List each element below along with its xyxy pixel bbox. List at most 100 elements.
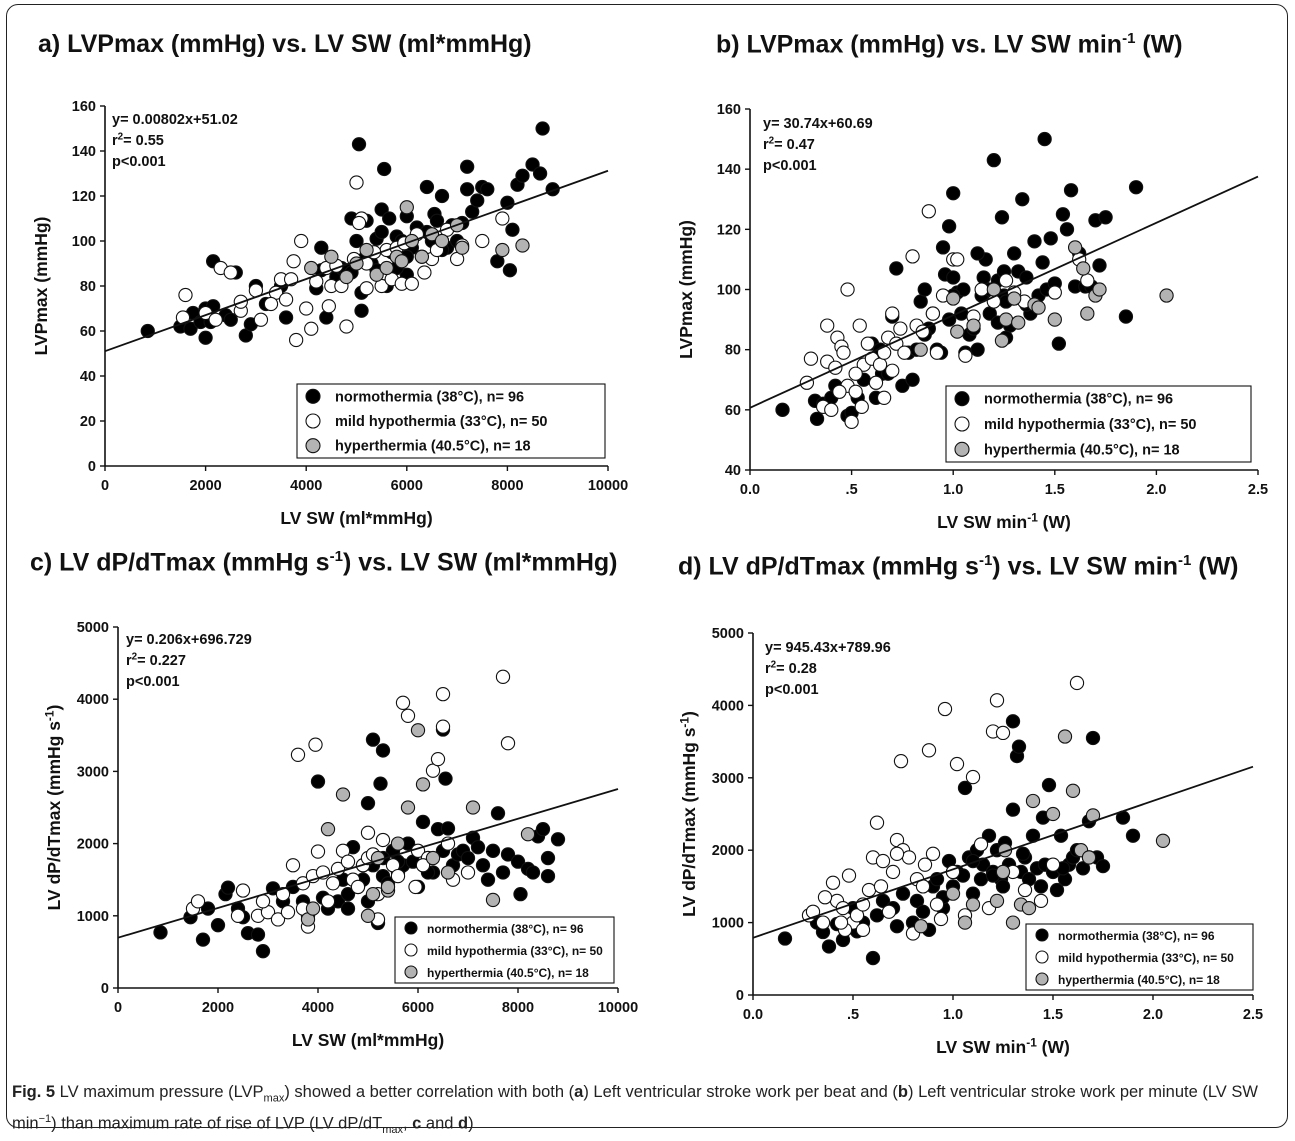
mild-hypothermia-point bbox=[1069, 675, 1085, 691]
hyperthermia-point bbox=[957, 915, 973, 930]
normothermia-point bbox=[415, 814, 431, 830]
hyperthermia-point bbox=[1155, 833, 1171, 848]
mild-hypothermia-point bbox=[359, 281, 374, 296]
mild-hypothermia-point bbox=[460, 865, 476, 880]
hyperthermia-point bbox=[1081, 850, 1097, 865]
normothermia-point bbox=[865, 950, 881, 966]
mild-hypothermia-point bbox=[937, 701, 953, 717]
mild-hypothermia-point bbox=[294, 233, 309, 249]
mild-hypothermia-point bbox=[390, 868, 406, 884]
x-tick-label: 6000 bbox=[402, 1000, 434, 1016]
hyperthermia-point bbox=[1067, 240, 1083, 255]
mild-hypothermia-point bbox=[285, 858, 301, 873]
normothermia-point bbox=[502, 263, 518, 278]
normothermia-point bbox=[540, 868, 556, 884]
normothermia-point bbox=[515, 168, 530, 183]
hyperthermia-point bbox=[324, 249, 339, 264]
mild-hypothermia-point bbox=[893, 321, 908, 336]
normothermia-point bbox=[505, 222, 520, 237]
mild-hypothermia-point bbox=[905, 249, 920, 264]
mild-hypothermia-point bbox=[404, 276, 419, 291]
normothermia-point bbox=[1085, 730, 1101, 746]
normothermia-point bbox=[909, 893, 925, 909]
normothermia-point bbox=[351, 137, 367, 152]
legend-label: normothermia (38°C), n= 96 bbox=[1058, 929, 1215, 943]
hyperthermia-point bbox=[950, 324, 965, 339]
hyperthermia-point bbox=[454, 240, 470, 255]
mild-hypothermia-point bbox=[848, 384, 863, 399]
legend-marker bbox=[404, 965, 418, 979]
mild-hypothermia-point bbox=[275, 886, 291, 902]
r-squared: r2= 0.55 bbox=[112, 131, 164, 149]
mild-hypothermia-point bbox=[885, 363, 900, 378]
hyperthermia-point bbox=[1047, 312, 1062, 327]
normothermia-point bbox=[278, 310, 294, 325]
legend-label: normothermia (38°C), n= 96 bbox=[335, 389, 524, 405]
normothermia-point bbox=[429, 213, 445, 228]
normothermia-point bbox=[1055, 207, 1071, 222]
y-tick-label: 160 bbox=[717, 102, 741, 118]
p-value: p<0.001 bbox=[112, 154, 166, 170]
normothermia-point bbox=[889, 919, 905, 934]
normothermia-point bbox=[1005, 802, 1021, 817]
mild-hypothermia-point bbox=[350, 879, 366, 895]
hyperthermia-point bbox=[966, 318, 981, 333]
hyperthermia-point bbox=[1159, 288, 1174, 303]
hyperthermia-point bbox=[415, 777, 431, 792]
mild-hypothermia-point bbox=[803, 351, 819, 366]
normothermia-point bbox=[525, 865, 541, 880]
x-tick-label: 0 bbox=[101, 478, 109, 494]
normothermia-point bbox=[941, 219, 957, 234]
legend-label: normothermia (38°C), n= 96 bbox=[984, 392, 1173, 408]
mild-hypothermia-point bbox=[304, 321, 319, 336]
x-tick-label: 0 bbox=[114, 1000, 122, 1016]
normothermia-point bbox=[495, 865, 511, 880]
mild-hypothermia-point bbox=[873, 879, 889, 894]
mild-hypothermia-point bbox=[415, 858, 431, 873]
mild-hypothermia-point bbox=[833, 915, 849, 930]
regression-equation: y= 0.00802x+51.02 bbox=[112, 112, 238, 128]
hyperthermia-point bbox=[425, 850, 441, 866]
normothermia-point bbox=[375, 743, 391, 758]
normothermia-point bbox=[377, 161, 392, 177]
panel-c-title: c) LV dP/dTmax (mmHg s-1) vs. LV SW (ml*… bbox=[30, 548, 618, 577]
regression-equation: y= 30.74x+60.69 bbox=[763, 116, 873, 132]
normothermia-point bbox=[1063, 183, 1079, 198]
y-tick-label: 3000 bbox=[77, 764, 109, 780]
normothermia-point bbox=[1051, 336, 1067, 351]
normothermia-point bbox=[995, 879, 1011, 894]
legend-marker bbox=[404, 921, 418, 935]
normothermia-point bbox=[970, 342, 985, 357]
hyperthermia-point bbox=[1065, 783, 1081, 798]
mild-hypothermia-point bbox=[1017, 882, 1033, 898]
hyperthermia-point bbox=[320, 822, 336, 837]
normothermia-point bbox=[340, 901, 356, 916]
hyperthermia-point bbox=[1092, 282, 1107, 297]
normothermia-point bbox=[946, 270, 961, 285]
x-axis-label: LV SW min-1 (W) bbox=[937, 510, 1071, 532]
x-tick-label: 1.5 bbox=[1045, 482, 1065, 498]
normothermia-point bbox=[440, 821, 456, 836]
x-tick-label: 1.0 bbox=[943, 482, 963, 498]
normothermia-point bbox=[821, 939, 837, 954]
mild-hypothermia-point bbox=[270, 912, 286, 927]
x-tick-label: .5 bbox=[847, 1007, 859, 1023]
legend-label: hyperthermia (40.5°C), n= 18 bbox=[984, 442, 1180, 458]
normothermia-point bbox=[470, 193, 485, 208]
legend-box bbox=[1025, 923, 1254, 991]
x-axis-label: LV SW min-1 (W) bbox=[936, 1035, 1070, 1057]
mild-hypothermia-point bbox=[395, 695, 411, 710]
normothermia-point bbox=[869, 908, 885, 923]
x-tick-label: 2000 bbox=[189, 478, 221, 494]
x-axis-label: LV SW (ml*mmHg) bbox=[280, 508, 432, 528]
mild-hypothermia-point bbox=[349, 175, 364, 190]
x-tick-label: 2.0 bbox=[1143, 1007, 1163, 1023]
mild-hypothermia-point bbox=[933, 911, 949, 927]
mild-hypothermia-point bbox=[929, 345, 945, 360]
legend-marker bbox=[1035, 928, 1049, 942]
y-tick-label: 40 bbox=[725, 463, 741, 479]
hyperthermia-point bbox=[515, 238, 530, 253]
y-tick-label: 140 bbox=[717, 162, 741, 178]
